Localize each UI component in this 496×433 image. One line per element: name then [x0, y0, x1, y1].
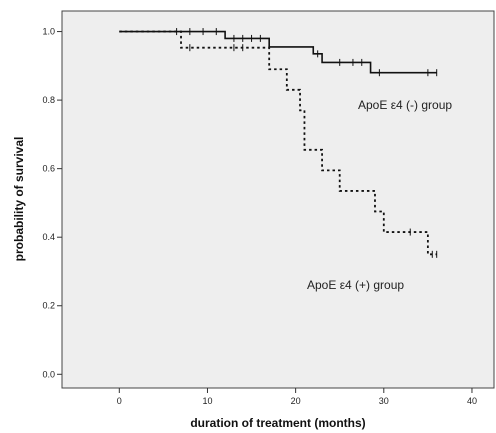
- x-tick-label: 40: [467, 396, 477, 406]
- x-tick-label: 30: [379, 396, 389, 406]
- series-label-negative: ApoE ε4 (-) group: [358, 98, 452, 112]
- series-label-positive: ApoE ε4 (+) group: [307, 278, 404, 292]
- x-axis-title: duration of treatment (months): [190, 416, 365, 430]
- x-tick-label: 20: [291, 396, 301, 406]
- y-tick-label: 1.0: [42, 27, 55, 37]
- x-tick-label: 0: [117, 396, 122, 406]
- survival-curve-negative: [119, 30, 437, 74]
- plot-area: [61, 10, 495, 389]
- survival-curve-positive: [119, 30, 437, 256]
- y-tick-label: 0.2: [42, 301, 55, 311]
- y-tick-label: 0.6: [42, 164, 55, 174]
- y-tick-label: 0.0: [42, 369, 55, 379]
- y-axis-title: probability of survival: [12, 137, 26, 262]
- x-axis: 0 10 20 30 40: [117, 388, 477, 406]
- x-tick-label: 10: [202, 396, 212, 406]
- y-tick-label: 0.4: [42, 232, 55, 242]
- y-tick-label: 0.8: [42, 95, 55, 105]
- series-layer: [119, 28, 438, 258]
- y-axis: 0.0 0.2 0.4 0.6 0.8 1.0: [42, 27, 62, 379]
